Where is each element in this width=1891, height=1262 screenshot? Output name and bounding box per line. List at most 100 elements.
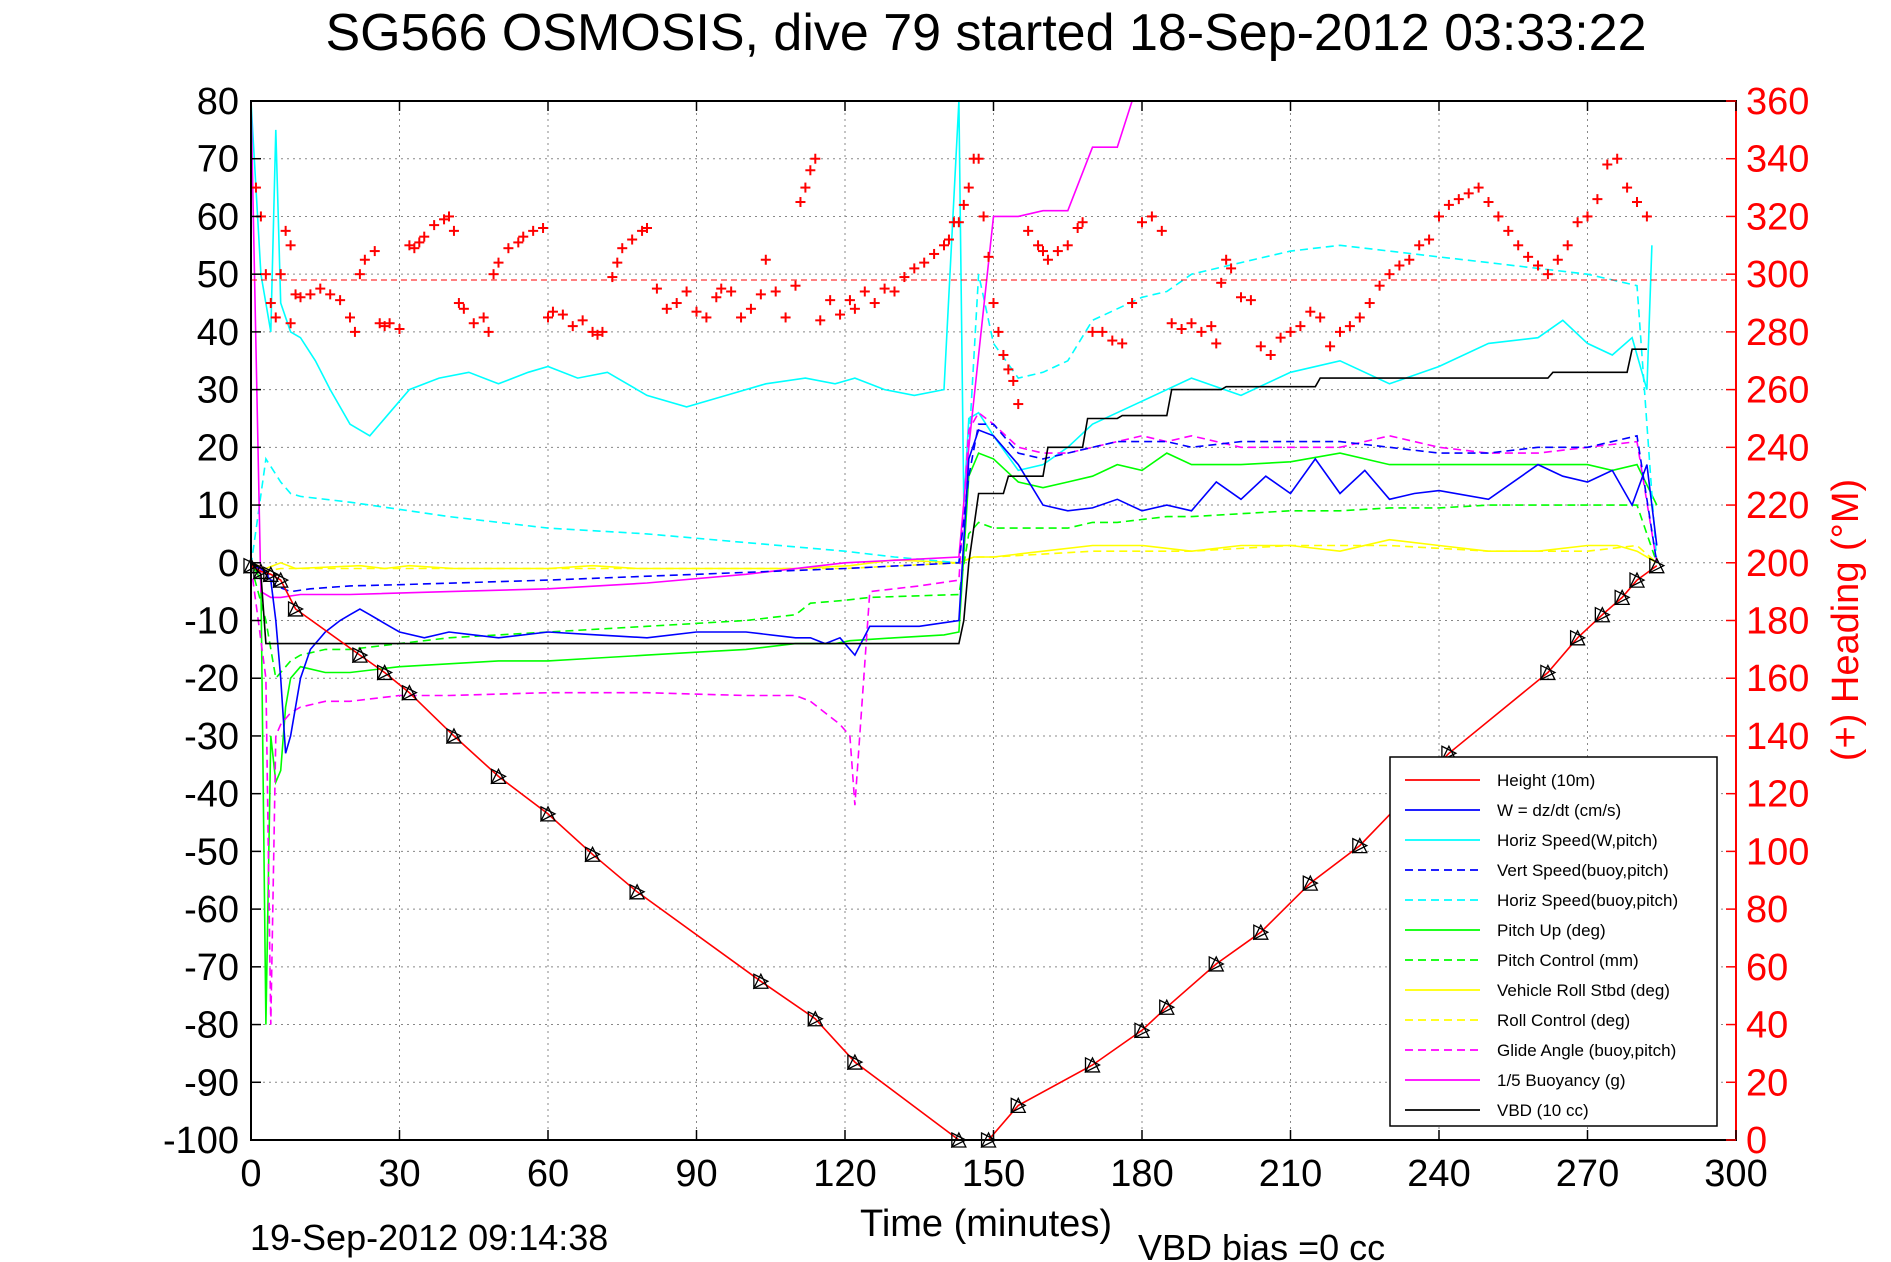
heading-point (1077, 217, 1088, 228)
heading-point (577, 315, 588, 326)
heading-point (943, 234, 954, 245)
heading-point (1305, 306, 1316, 317)
x-tick-label: 270 (1556, 1153, 1619, 1195)
heading-point (1137, 217, 1147, 228)
heading-point (1038, 246, 1048, 257)
w-line (251, 428, 1658, 754)
heading-point (597, 326, 608, 337)
heading-point (919, 257, 930, 268)
heading-point (835, 309, 846, 320)
heading-point (988, 298, 999, 309)
height-point-marker (1629, 572, 1646, 589)
heading-point (1087, 326, 1098, 337)
heading-point (1602, 159, 1613, 170)
height-point-marker (1302, 875, 1319, 892)
heading-point (1622, 182, 1633, 193)
y-tick-label: 70 (197, 139, 239, 181)
x-tick-label: 120 (813, 1153, 876, 1195)
legend-label: Pitch Control (mm) (1497, 951, 1639, 970)
heading-point (315, 283, 326, 294)
heading-point (1364, 298, 1375, 309)
heading-point (929, 248, 940, 259)
heading-point (825, 295, 836, 306)
heading-point (1493, 211, 1504, 222)
height-point-marker (1159, 999, 1176, 1016)
height-point-marker (1351, 837, 1368, 854)
heading-point (1097, 326, 1108, 337)
chart-title: SG566 OSMOSIS, dive 79 started 18-Sep-20… (325, 4, 1646, 62)
legend-label: Roll Control (deg) (1497, 1011, 1630, 1030)
height-point-marker (263, 566, 280, 583)
right-axis-label: (+) Heading (°M) (1825, 479, 1867, 761)
heading-point (1042, 254, 1053, 265)
heading-point (1166, 318, 1177, 329)
heading-point (1176, 324, 1187, 335)
horiz-speed-buoy-line (251, 244, 1658, 566)
heading-point (1453, 194, 1464, 205)
height-point-marker (1208, 955, 1225, 972)
right-tick-label: 120 (1746, 774, 1809, 816)
heading-point (1632, 197, 1642, 208)
heading-point (1226, 263, 1237, 274)
heading-point (953, 217, 964, 228)
heading-point (1236, 292, 1246, 303)
heading-point (617, 243, 628, 254)
right-tick-label: 160 (1746, 658, 1809, 700)
height-line (251, 565, 1658, 1140)
height-point-marker (584, 846, 602, 863)
heading-point (1374, 280, 1385, 291)
heading-point (681, 286, 692, 297)
heading-point (1255, 341, 1266, 352)
heading-point (1542, 269, 1553, 280)
height-point-marker (401, 684, 418, 701)
y-tick-label: 50 (197, 254, 239, 296)
heading-point (448, 225, 459, 236)
heading-point (1562, 240, 1573, 251)
height-point-marker (490, 768, 507, 785)
heading-point (1033, 240, 1044, 251)
legend-label: 1/5 Buoyancy (g) (1497, 1071, 1626, 1090)
heading-point (1612, 153, 1623, 164)
heading-point (1434, 211, 1444, 222)
height-point-marker (253, 563, 270, 580)
glide-angle-line (251, 411, 1658, 1025)
heading-point (458, 303, 469, 314)
right-tick-label: 60 (1746, 947, 1788, 989)
x-tick-label: 60 (527, 1153, 569, 1195)
heading-point (557, 309, 568, 320)
heading-point (305, 289, 316, 300)
heading-point (691, 306, 702, 317)
heading-point (419, 231, 430, 242)
height-point-marker (376, 664, 394, 681)
heading-point (1414, 240, 1425, 251)
heading-point (805, 165, 816, 176)
heading-point (265, 298, 276, 309)
height-point-marker (1614, 589, 1631, 606)
height-point-marker (1594, 606, 1611, 623)
heading-point (369, 246, 380, 257)
height-point-marker (584, 845, 601, 862)
series-layer (242, 101, 1736, 1149)
height-point-marker (446, 727, 463, 744)
heading-point (1052, 246, 1063, 257)
legend-label: W = dz/dt (cm/s) (1497, 801, 1621, 820)
height-point-marker (1569, 629, 1587, 646)
legend-label: Horiz Speed(W,pitch) (1497, 831, 1658, 850)
heading-point (998, 349, 1009, 360)
heading-point (1196, 326, 1207, 337)
right-tick-label: 320 (1746, 196, 1809, 238)
right-tick-label: 100 (1746, 831, 1809, 873)
heading-point (1384, 269, 1395, 280)
heading-point (444, 211, 454, 222)
heading-point (1523, 251, 1534, 262)
heading-point (1463, 188, 1474, 199)
legend-label: Vehicle Roll Stbd (deg) (1497, 981, 1670, 1000)
height-point-marker (1594, 606, 1611, 623)
height-point-marker (1649, 557, 1666, 574)
heading-point (384, 318, 395, 329)
right-tick-label: 280 (1746, 312, 1809, 354)
horiz-speed-line (251, 101, 1653, 506)
heading-point (889, 286, 900, 297)
heading-point (651, 283, 662, 294)
